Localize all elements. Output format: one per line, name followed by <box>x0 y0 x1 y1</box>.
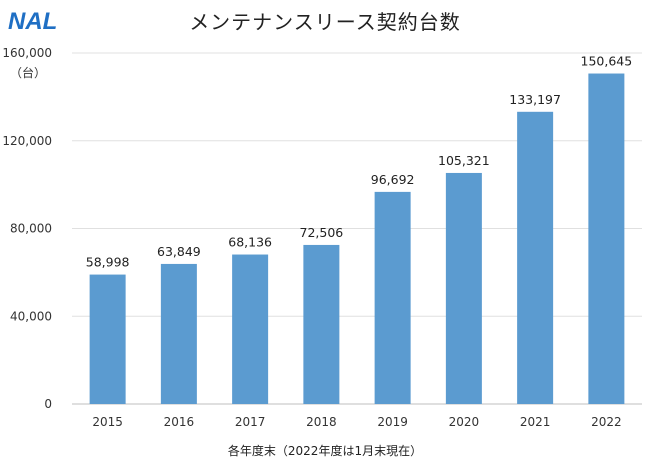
y-tick-label: 40,000 <box>10 309 52 323</box>
x-tick-label: 2018 <box>306 415 337 429</box>
data-label-2018: 72,506 <box>300 225 344 240</box>
data-label-2022: 150,645 <box>581 54 633 69</box>
bar-2018 <box>303 244 340 404</box>
data-label-2016: 63,849 <box>157 244 201 259</box>
bar-2019 <box>374 191 411 404</box>
data-labels: 58,998 63,849 68,136 72,506 96,692 105,321 133… <box>86 54 632 270</box>
data-label-2021: 133,197 <box>509 92 561 107</box>
bars <box>89 73 625 405</box>
x-axis-ticks: 2015 2016 2017 2018 2019 2020 2021 2022 <box>92 415 621 429</box>
data-label-2020: 105,321 <box>438 153 490 168</box>
chart-title: メンテナンスリース契約台数 <box>189 10 461 34</box>
y-tick-label: 80,000 <box>10 222 52 236</box>
x-tick-label: 2016 <box>164 415 195 429</box>
x-tick-label: 2015 <box>92 415 123 429</box>
x-tick-label: 2022 <box>591 415 622 429</box>
y-axis-ticks: 0 40,000 80,000 120,000 160,000 <box>2 46 52 411</box>
data-label-2017: 68,136 <box>228 235 272 250</box>
nal-logo: NAL <box>8 8 57 34</box>
y-tick-label: 160,000 <box>2 46 52 60</box>
y-tick-label: 0 <box>44 397 52 411</box>
bar-2016 <box>160 263 197 404</box>
bar-2022 <box>588 73 625 405</box>
x-tick-label: 2017 <box>235 415 266 429</box>
y-tick-label: 120,000 <box>2 134 52 148</box>
bar-chart: 0 40,000 80,000 120,000 160,000 58,998 63,849… <box>2 46 642 429</box>
x-tick-label: 2021 <box>520 415 551 429</box>
bar-2017 <box>232 254 269 404</box>
bar-2021 <box>517 111 554 405</box>
x-axis-title: 各年度末（2022年度は1月末現在） <box>227 444 423 458</box>
logo-text: NAL <box>8 8 57 34</box>
data-label-2015: 58,998 <box>86 255 130 270</box>
y-axis-unit-label: （台） <box>10 66 47 80</box>
bar-2020 <box>445 172 482 404</box>
bar-2015 <box>89 274 126 404</box>
x-tick-label: 2019 <box>377 415 408 429</box>
x-tick-label: 2020 <box>449 415 480 429</box>
data-label-2019: 96,692 <box>371 172 415 187</box>
